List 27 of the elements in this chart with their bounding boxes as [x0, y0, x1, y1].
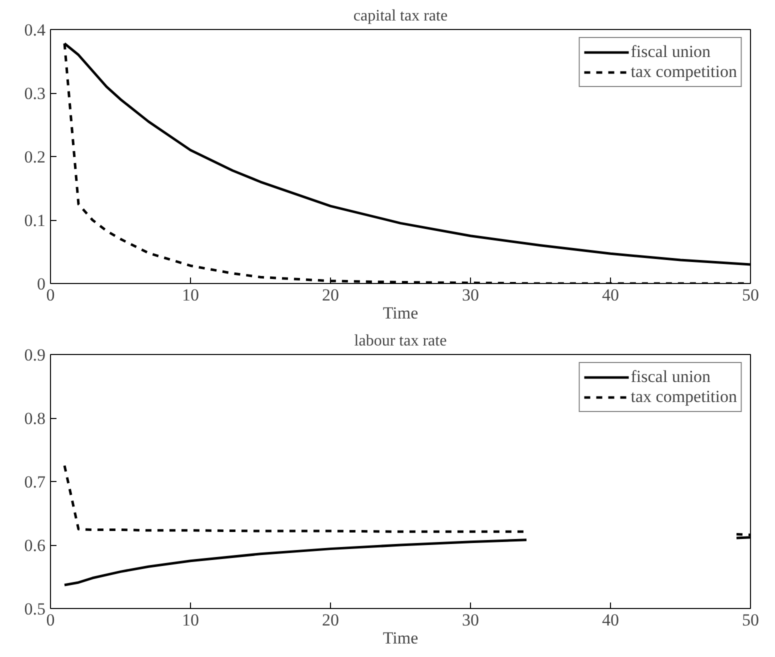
chart-title: labour tax rate — [354, 332, 447, 350]
x-axis-title: Time — [382, 628, 418, 648]
x-tick-label: 40 — [602, 610, 619, 630]
x-tick-label: 30 — [462, 286, 479, 304]
y-tick-label: 0.3 — [24, 84, 46, 103]
y-tick-label: 0.8 — [24, 409, 46, 428]
legend-label: tax competition — [630, 387, 737, 407]
legend-label: tax competition — [630, 62, 737, 82]
y-tick-label: 0.5 — [24, 600, 46, 618]
x-tick-label: 10 — [182, 286, 199, 304]
y-tick-label: 0.7 — [24, 472, 46, 492]
y-tick-label: 0.9 — [24, 346, 46, 364]
x-tick-label: 40 — [602, 286, 619, 304]
x-tick-label: 30 — [462, 610, 479, 630]
y-tick-label: 0.4 — [24, 20, 46, 40]
y-tick-label: 0.6 — [24, 536, 46, 555]
y-tick-label: 0.2 — [24, 148, 46, 166]
chart-title: capital tax rate — [353, 8, 448, 24]
y-tick-label: 0.1 — [24, 211, 46, 230]
x-tick-label: 50 — [742, 610, 759, 630]
x-tick-label: 10 — [182, 610, 199, 630]
x-tick-label: 20 — [322, 286, 339, 304]
legend-label: fiscal union — [630, 42, 711, 62]
legend-label: fiscal union — [630, 367, 711, 387]
x-tick-label: 50 — [742, 286, 759, 304]
x-tick-label: 20 — [322, 610, 339, 630]
x-axis-title: Time — [382, 304, 418, 322]
